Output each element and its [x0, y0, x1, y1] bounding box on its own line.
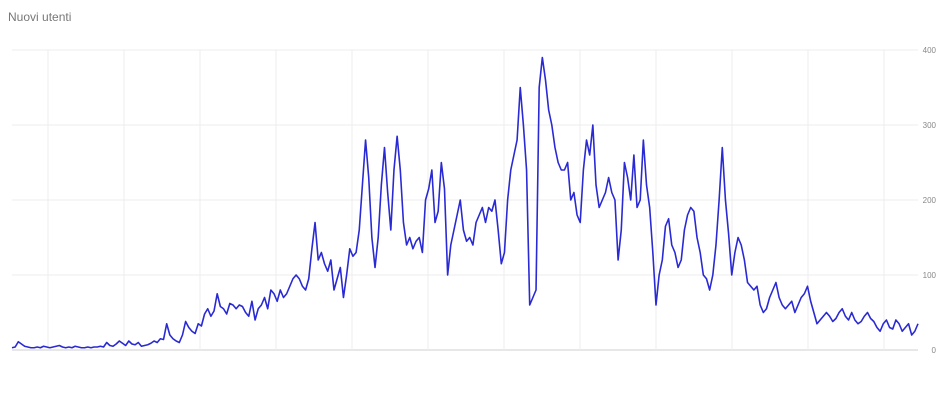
y-tick-label: 100: [923, 271, 937, 280]
y-tick-label: 200: [923, 196, 937, 205]
series: [11, 56, 919, 349]
y-tick-label: 0: [932, 346, 937, 355]
y-axis-ticks: 0 100 200 300 400: [923, 46, 937, 355]
chart-title: Nuovi utenti: [8, 10, 72, 24]
series-line: [11, 56, 919, 349]
y-tick-label: 400: [923, 46, 937, 55]
grid: [12, 49, 918, 351]
y-tick-label: 300: [923, 121, 937, 130]
